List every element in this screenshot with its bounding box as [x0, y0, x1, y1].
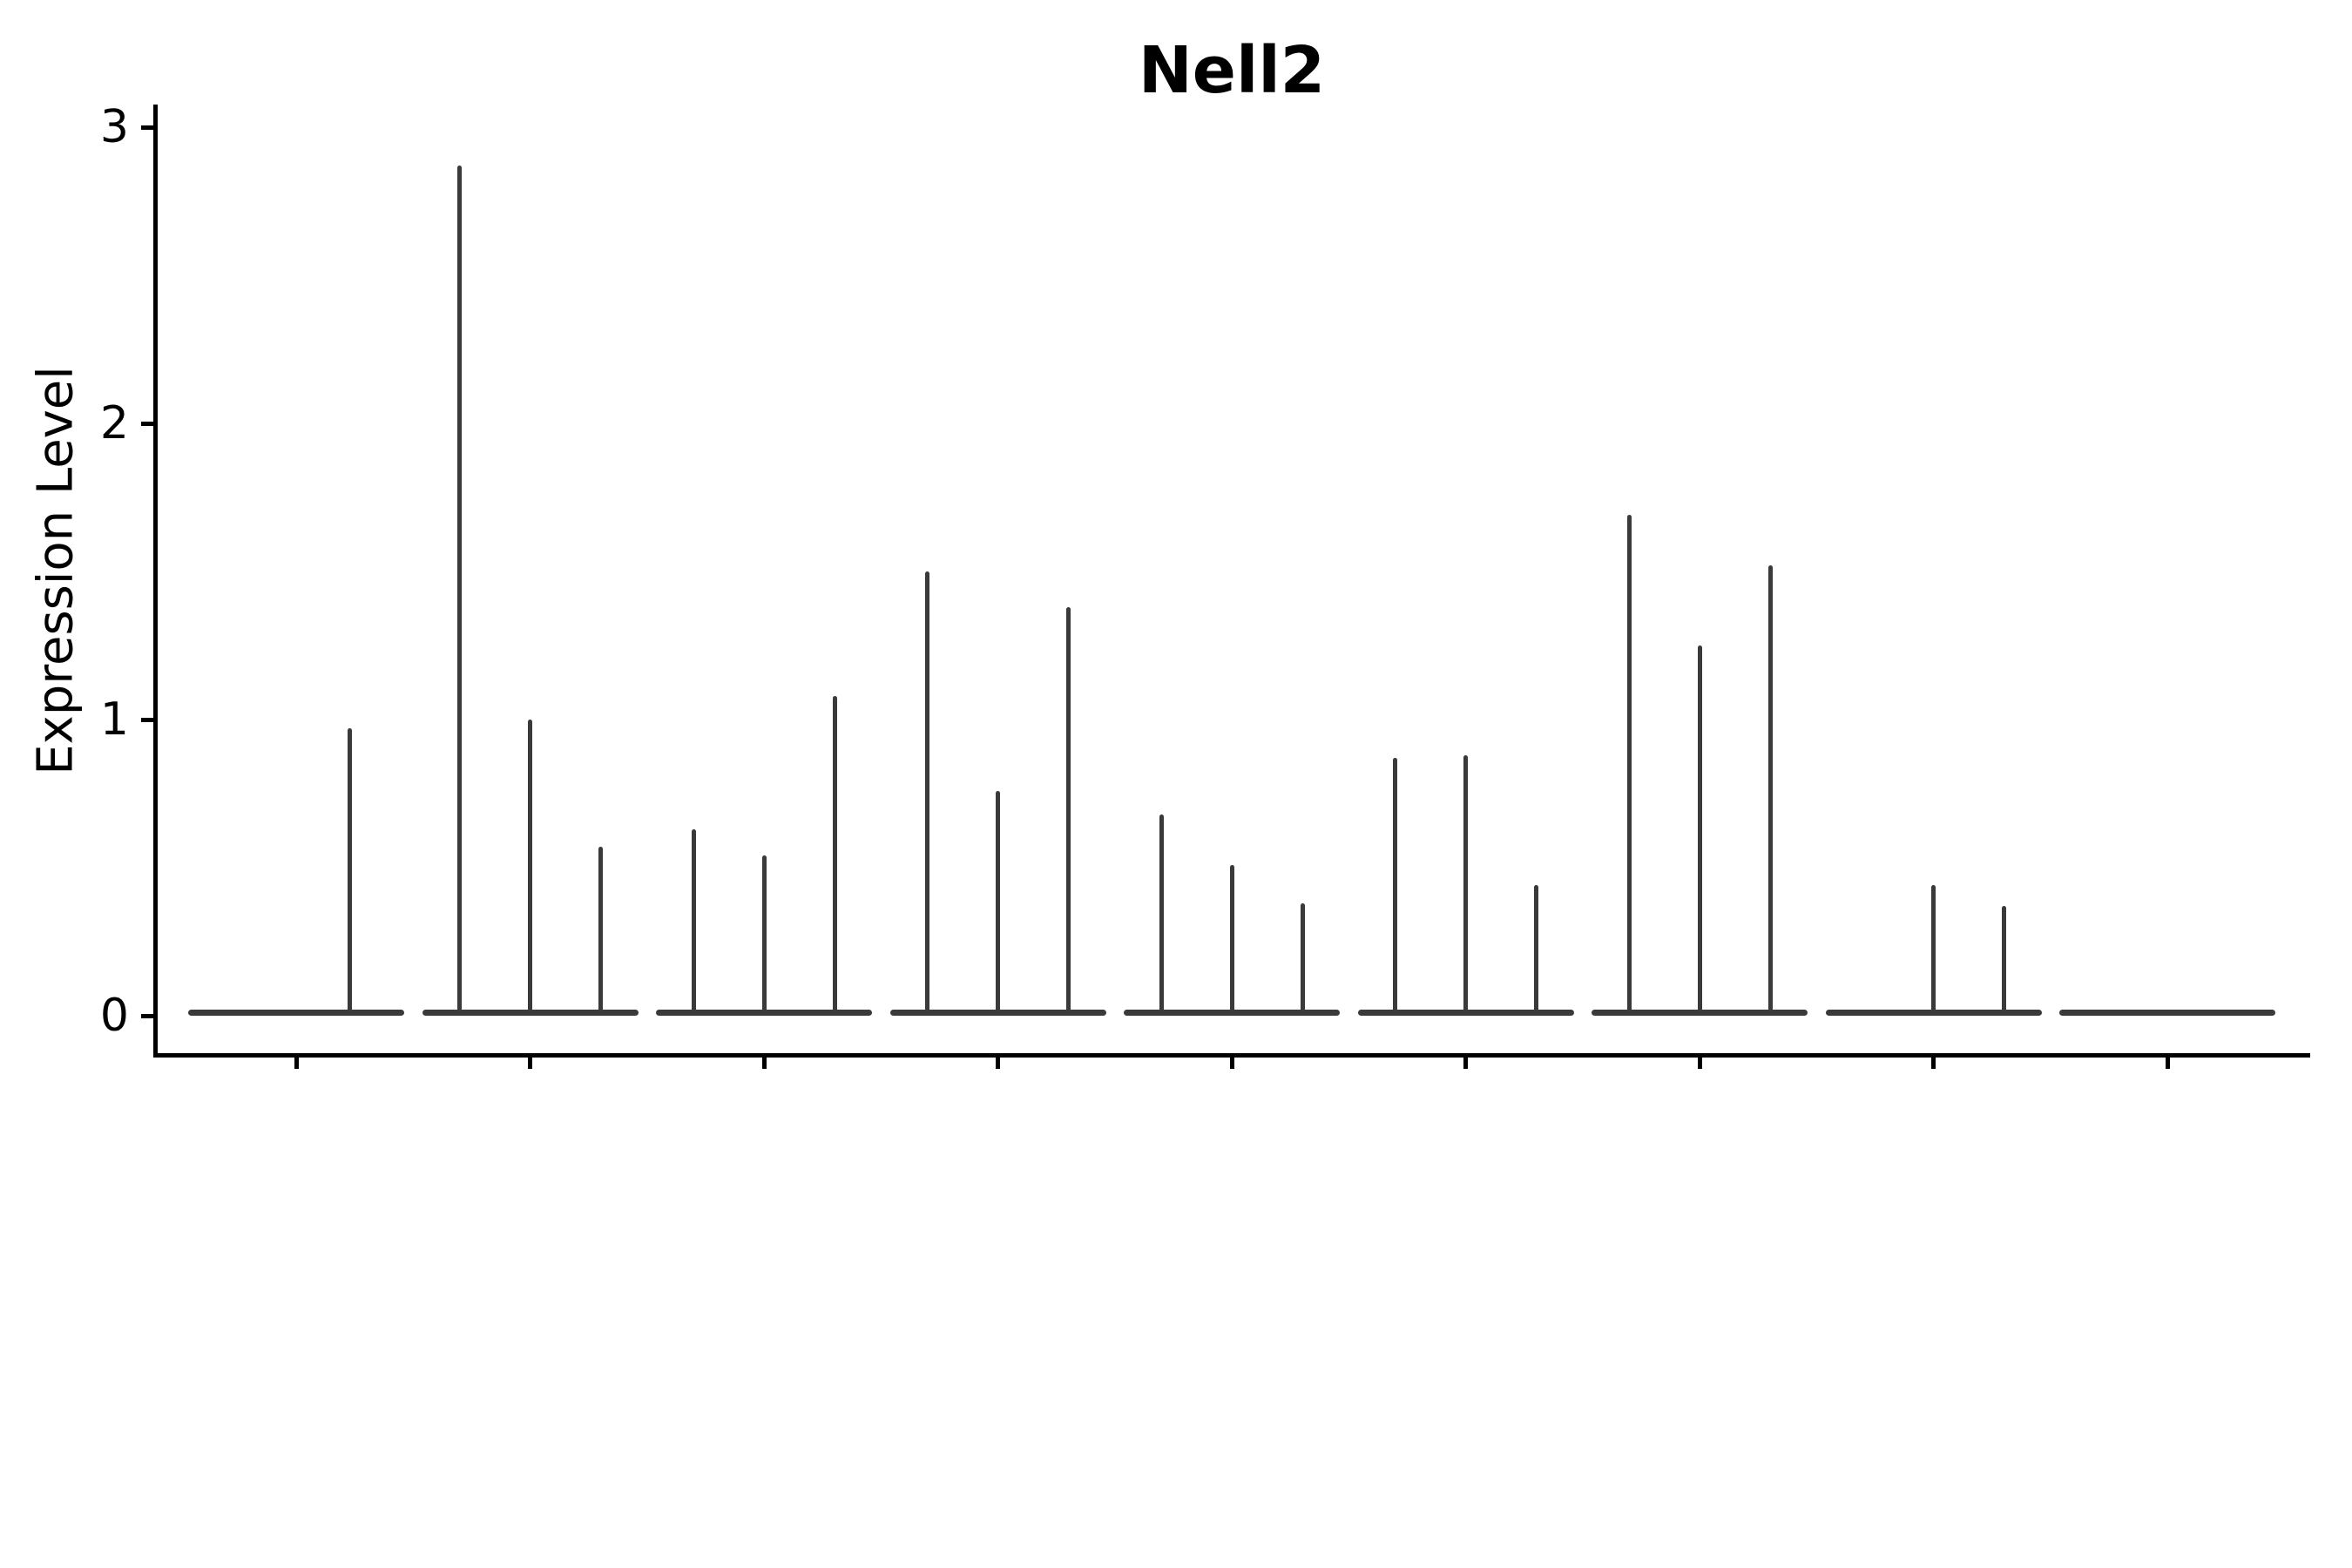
- violin-spike: [1159, 814, 1164, 1014]
- violin-spike: [1697, 645, 1702, 1014]
- violin-spike: [2002, 906, 2006, 1014]
- violin-spike: [1393, 758, 1397, 1014]
- y-tick-mark: [141, 1013, 153, 1018]
- x-tick-mark: [2165, 1058, 2170, 1069]
- violin-spike: [1931, 885, 1936, 1014]
- y-tick-mark: [141, 421, 153, 426]
- x-tick-mark: [1931, 1058, 1936, 1069]
- x-tick-mark: [761, 1058, 767, 1069]
- x-tick-mark: [1697, 1058, 1702, 1069]
- violin-spike: [925, 571, 929, 1014]
- chart-title: Nell2: [1138, 33, 1326, 108]
- violin-spike: [832, 695, 837, 1014]
- violin-spike: [1767, 565, 1773, 1014]
- x-tick-mark: [1463, 1058, 1468, 1069]
- x-tick-mark: [294, 1058, 299, 1069]
- y-tick-label: 0: [99, 990, 129, 1042]
- violin-spike: [347, 728, 352, 1014]
- x-axis-spine: [153, 1053, 2310, 1058]
- violin-spike: [1463, 754, 1468, 1014]
- violin-spike: [1066, 606, 1071, 1014]
- y-tick-label: 2: [99, 397, 129, 449]
- violin-spike: [761, 855, 767, 1014]
- violin-spike: [457, 166, 462, 1014]
- y-tick-label: 3: [99, 101, 129, 153]
- x-tick-mark: [996, 1058, 1000, 1069]
- y-axis-spine: [153, 105, 158, 1058]
- y-tick-mark: [141, 717, 153, 722]
- violin-spike: [528, 720, 532, 1014]
- y-tick-label: 1: [99, 693, 129, 746]
- violin-spike: [1534, 885, 1538, 1014]
- violin-spike: [598, 847, 603, 1014]
- violin-spike: [1300, 902, 1305, 1014]
- y-tick-mark: [141, 125, 153, 130]
- violin-spike: [1626, 515, 1632, 1014]
- x-tick-mark: [1229, 1058, 1234, 1069]
- violin-base: [188, 1010, 404, 1016]
- x-tick-mark: [528, 1058, 532, 1069]
- violin-base: [2059, 1010, 2275, 1016]
- violin-spike: [1229, 864, 1234, 1014]
- violin-spike: [691, 828, 696, 1014]
- violin-spike: [996, 790, 1000, 1014]
